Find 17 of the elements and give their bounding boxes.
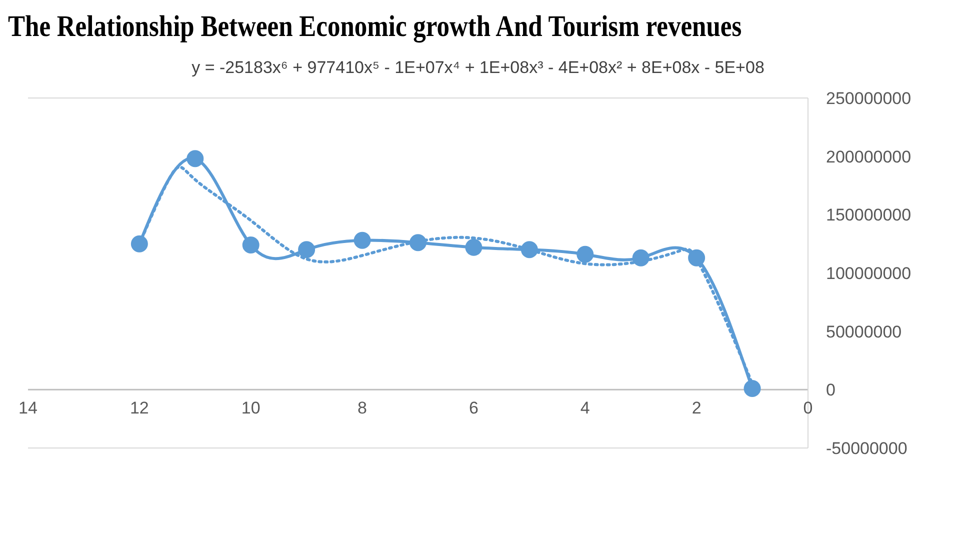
text: y = -25183x⁶ + 977410x⁵ - 1E+07x⁴ + 1E+08x³ - 4E+08x² + 8E+08x - 5E+08 <box>190 58 766 78</box>
x-tick-label: 12 <box>130 398 149 418</box>
y-tick-label: 50000000 <box>826 322 902 342</box>
x-tick-label: 8 <box>358 398 368 418</box>
x-tick-label: 0 <box>803 398 813 418</box>
chart-title: The Relationship Between Economic growth And Tourism revenues <box>8 10 743 44</box>
x-tick-label: 10 <box>241 398 260 418</box>
y-tick-label: -50000000 <box>826 439 908 458</box>
x-tick-label: 4 <box>580 398 590 418</box>
y-tick-label: 150000000 <box>826 206 912 225</box>
y-tick-label: 100000000 <box>826 264 912 284</box>
x-tick-label: 2 <box>692 398 702 418</box>
x-tick-label: 14 <box>18 398 38 418</box>
x-tick-label: 6 <box>468 398 478 418</box>
y-tick-label: 200000000 <box>826 147 912 166</box>
y-tick-label: 0 <box>826 380 836 400</box>
y-tick-label: 250000000 <box>826 89 912 108</box>
